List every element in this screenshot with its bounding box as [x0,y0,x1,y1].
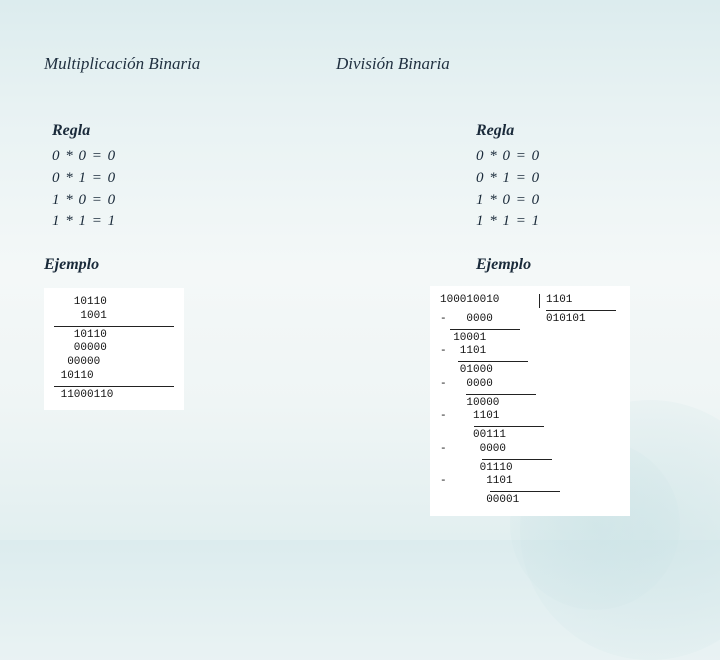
mul-partial-4: 10110 [54,370,174,384]
div-line-10: 01110 [440,462,620,476]
rules-block-left: Regla 0 * 0 = 0 0 * 1 = 0 1 * 0 = 0 1 * … [52,122,116,233]
div-rule-3 [466,394,536,395]
div-line-9: - 0000 [440,443,620,457]
mul-rule-2 [54,386,174,387]
heading-division: División Binaria [336,54,450,74]
div-rule-6 [490,491,560,492]
mul-result: 11000110 [54,389,174,403]
mul-partial-3: 00000 [54,356,174,370]
heading-multiplicacion: Multiplicación Binaria [44,54,200,74]
div-line-6: 10000 [440,397,620,411]
div-line-12: 00001 [440,494,620,508]
div-rule-5 [482,459,552,460]
mul-operand-1: 10110 [54,296,174,310]
div-line-3: - 1101 [440,345,620,359]
div-rule-2 [458,361,528,362]
regla-label-left: Regla [52,122,116,140]
mul-partial-1: 10110 [54,329,174,343]
slide-container: Multiplicación Binaria División Binaria … [0,0,720,540]
division-example: 100010010 1101 - 0000 010101 10001 - 110… [430,286,630,516]
div-line-11: - 1101 [440,475,620,489]
div-header-row: 100010010 1101 [440,294,620,308]
div-line-4: 01000 [440,364,620,378]
ejemplo-label-left: Ejemplo [44,256,99,274]
div-rule-4 [474,426,544,427]
div-dividend: 100010010 [440,294,540,308]
mul-partial-2: 00000 [54,342,174,356]
div-step-0: - 0000 010101 [440,313,620,327]
div-quotient-rule [546,310,616,311]
div-line-8: 00111 [440,429,620,443]
div-line-1: - 0000 [440,313,540,327]
rule-right-2: 0 * 1 = 0 [476,168,540,190]
rules-block-right: Regla 0 * 0 = 0 0 * 1 = 0 1 * 0 = 0 1 * … [476,122,540,233]
div-line-7: - 1101 [440,410,620,424]
div-line-2: 10001 [440,332,620,346]
rule-left-3: 1 * 0 = 0 [52,190,116,212]
rule-left-1: 0 * 0 = 0 [52,146,116,168]
ejemplo-label-right: Ejemplo [476,256,531,274]
rule-right-1: 0 * 0 = 0 [476,146,540,168]
mul-rule-1 [54,326,174,327]
div-quotient: 010101 [540,313,620,327]
div-divisor: 1101 [540,294,620,308]
rule-right-4: 1 * 1 = 1 [476,211,540,233]
rule-left-4: 1 * 1 = 1 [52,211,116,233]
rule-left-2: 0 * 1 = 0 [52,168,116,190]
regla-label-right: Regla [476,122,540,140]
mul-operand-2: 1001 [54,310,174,324]
multiplication-example: 10110 1001 10110 00000 00000 10110 11000… [44,288,184,410]
div-rule-1 [450,329,520,330]
rule-right-3: 1 * 0 = 0 [476,190,540,212]
div-line-5: - 0000 [440,378,620,392]
